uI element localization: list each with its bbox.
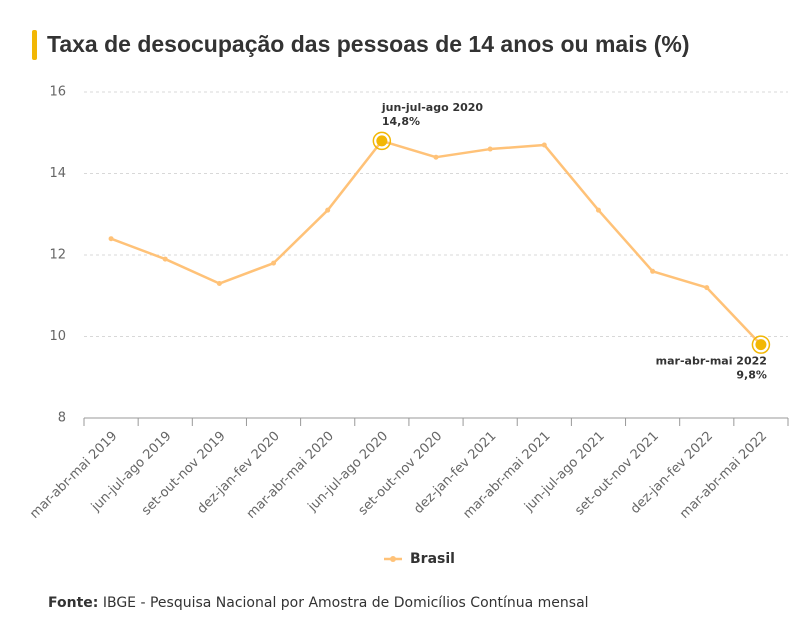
annotation-label: 9,8% (736, 369, 767, 382)
y-tick-label: 8 (58, 411, 66, 426)
data-point (650, 268, 656, 274)
legend-label: Brasil (410, 551, 455, 567)
data-point (108, 236, 114, 242)
data-point (162, 256, 168, 262)
x-tick-label: mar-abr-mai 2019 (27, 429, 120, 522)
series-line (110, 139, 762, 346)
data-point (216, 281, 222, 287)
data-point (271, 260, 277, 266)
source-label: Fonte: (48, 595, 98, 611)
highlight-point (755, 339, 767, 351)
data-point (541, 142, 547, 148)
y-tick-label: 16 (49, 85, 66, 100)
data-point (704, 285, 710, 291)
data-point (325, 207, 331, 213)
legend-dot (390, 556, 396, 562)
highlight-point (376, 135, 388, 147)
y-tick-label: 12 (49, 248, 66, 263)
annotation-label: 14,8% (382, 115, 420, 128)
source-text: IBGE - Pesquisa Nacional por Amostra de … (103, 595, 589, 611)
highlight-ring (751, 335, 771, 354)
highlight-ring (372, 131, 392, 151)
y-tick-label: 10 (49, 329, 66, 344)
title-accent (32, 30, 37, 60)
chart-title: Taxa de desocupação das pessoas de 14 an… (47, 31, 690, 57)
data-point (595, 207, 601, 213)
data-point (487, 146, 493, 152)
annotation-category: mar-abr-mai 2022 (656, 355, 767, 368)
source: Fonte: IBGE - Pesquisa Nacional por Amos… (48, 595, 589, 611)
data-point (433, 154, 439, 160)
annotation-category: jun-jul-ago 2020 (381, 101, 484, 114)
y-tick-label: 14 (49, 166, 66, 181)
